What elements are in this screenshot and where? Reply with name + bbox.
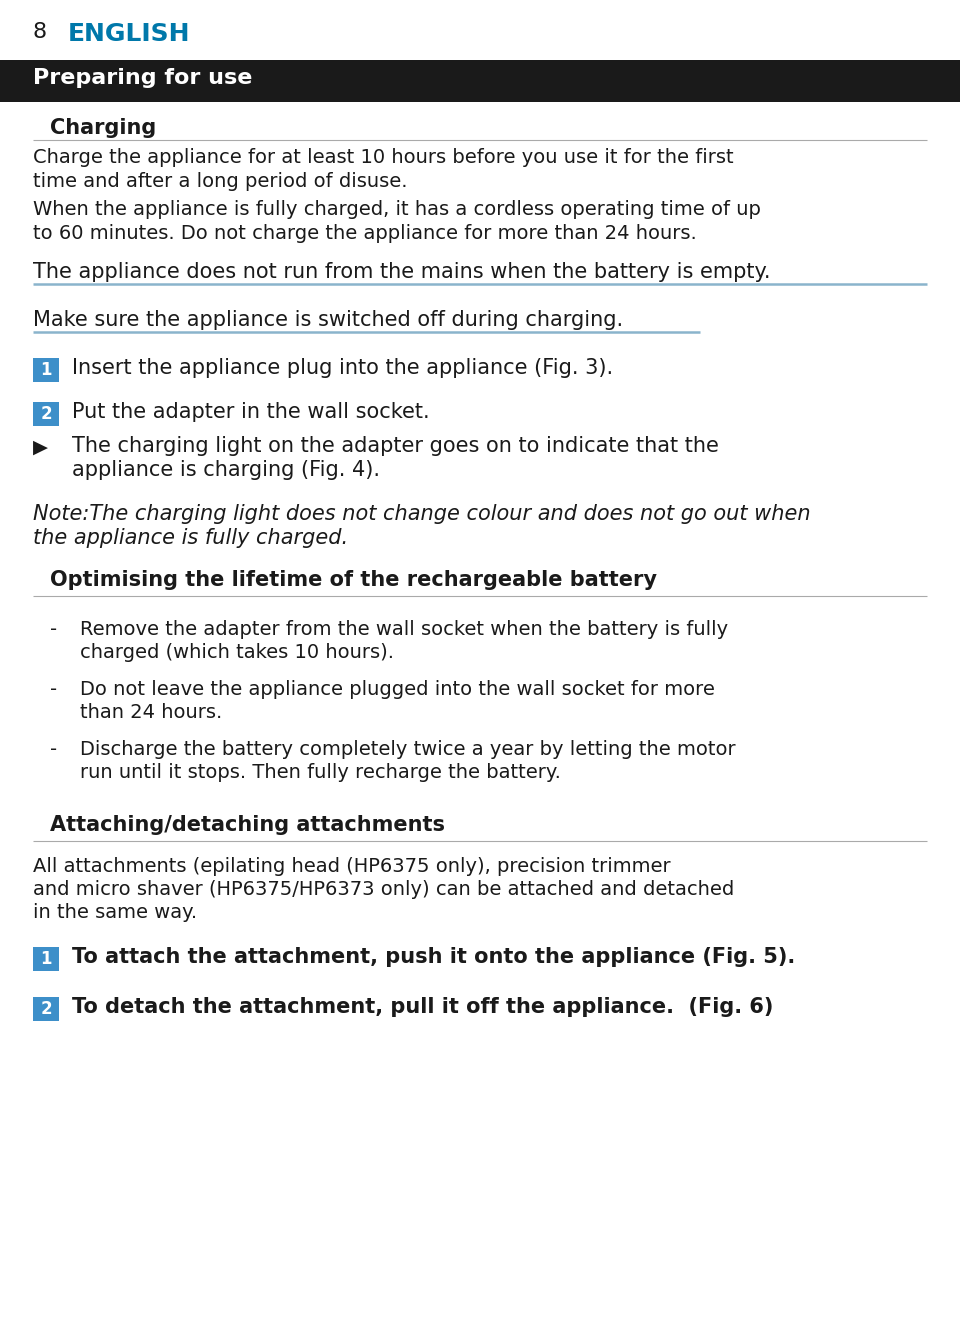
Text: 1: 1 (40, 361, 52, 379)
Text: Preparing for use: Preparing for use (33, 68, 252, 88)
Text: The appliance does not run from the mains when the battery is empty.: The appliance does not run from the main… (33, 262, 771, 282)
Text: Charging: Charging (50, 118, 156, 138)
Text: -: - (50, 740, 58, 759)
Text: Remove the adapter from the wall socket when the battery is fully: Remove the adapter from the wall socket … (80, 620, 728, 639)
FancyBboxPatch shape (0, 60, 960, 102)
FancyBboxPatch shape (33, 997, 59, 1021)
Text: Make sure the appliance is switched off during charging.: Make sure the appliance is switched off … (33, 310, 623, 330)
Text: charged (which takes 10 hours).: charged (which takes 10 hours). (80, 643, 394, 663)
Text: Charge the appliance for at least 10 hours before you use it for the first: Charge the appliance for at least 10 hou… (33, 148, 733, 167)
Text: to 60 minutes. Do not charge the appliance for more than 24 hours.: to 60 minutes. Do not charge the applian… (33, 224, 697, 243)
Text: Put the adapter in the wall socket.: Put the adapter in the wall socket. (72, 402, 430, 422)
Text: Optimising the lifetime of the rechargeable battery: Optimising the lifetime of the rechargea… (50, 570, 657, 591)
Text: 2: 2 (40, 405, 52, 424)
Text: ENGLISH: ENGLISH (68, 21, 190, 45)
Text: Discharge the battery completely twice a year by letting the motor: Discharge the battery completely twice a… (80, 740, 735, 759)
Text: run until it stops. Then fully recharge the battery.: run until it stops. Then fully recharge … (80, 763, 561, 782)
Text: -: - (50, 680, 58, 699)
Text: 1: 1 (40, 950, 52, 969)
Text: To detach the attachment, pull it off the appliance.  (Fig. 6): To detach the attachment, pull it off th… (72, 997, 774, 1017)
FancyBboxPatch shape (33, 358, 59, 382)
Text: To attach the attachment, push it onto the appliance (Fig. 5).: To attach the attachment, push it onto t… (72, 947, 795, 967)
Text: Note:The charging light does not change colour and does not go out when: Note:The charging light does not change … (33, 504, 810, 524)
Text: time and after a long period of disuse.: time and after a long period of disuse. (33, 172, 407, 191)
Text: and micro shaver (HP6375/HP6373 only) can be attached and detached: and micro shaver (HP6375/HP6373 only) ca… (33, 880, 734, 899)
Text: Insert the appliance plug into the appliance (Fig. 3).: Insert the appliance plug into the appli… (72, 358, 613, 378)
Text: Do not leave the appliance plugged into the wall socket for more: Do not leave the appliance plugged into … (80, 680, 715, 699)
FancyBboxPatch shape (33, 402, 59, 426)
Text: appliance is charging (Fig. 4).: appliance is charging (Fig. 4). (72, 460, 380, 480)
Text: -: - (50, 620, 58, 639)
Text: 8: 8 (33, 21, 47, 41)
Text: 2: 2 (40, 1001, 52, 1018)
FancyBboxPatch shape (33, 947, 59, 971)
Text: than 24 hours.: than 24 hours. (80, 703, 223, 721)
Text: Attaching/detaching attachments: Attaching/detaching attachments (50, 815, 445, 835)
Text: the appliance is fully charged.: the appliance is fully charged. (33, 528, 348, 548)
Text: in the same way.: in the same way. (33, 903, 197, 922)
Text: The charging light on the adapter goes on to indicate that the: The charging light on the adapter goes o… (72, 436, 719, 456)
Text: When the appliance is fully charged, it has a cordless operating time of up: When the appliance is fully charged, it … (33, 200, 761, 219)
Text: All attachments (epilating head (HP6375 only), precision trimmer: All attachments (epilating head (HP6375 … (33, 856, 671, 876)
Text: ▶: ▶ (33, 438, 48, 457)
